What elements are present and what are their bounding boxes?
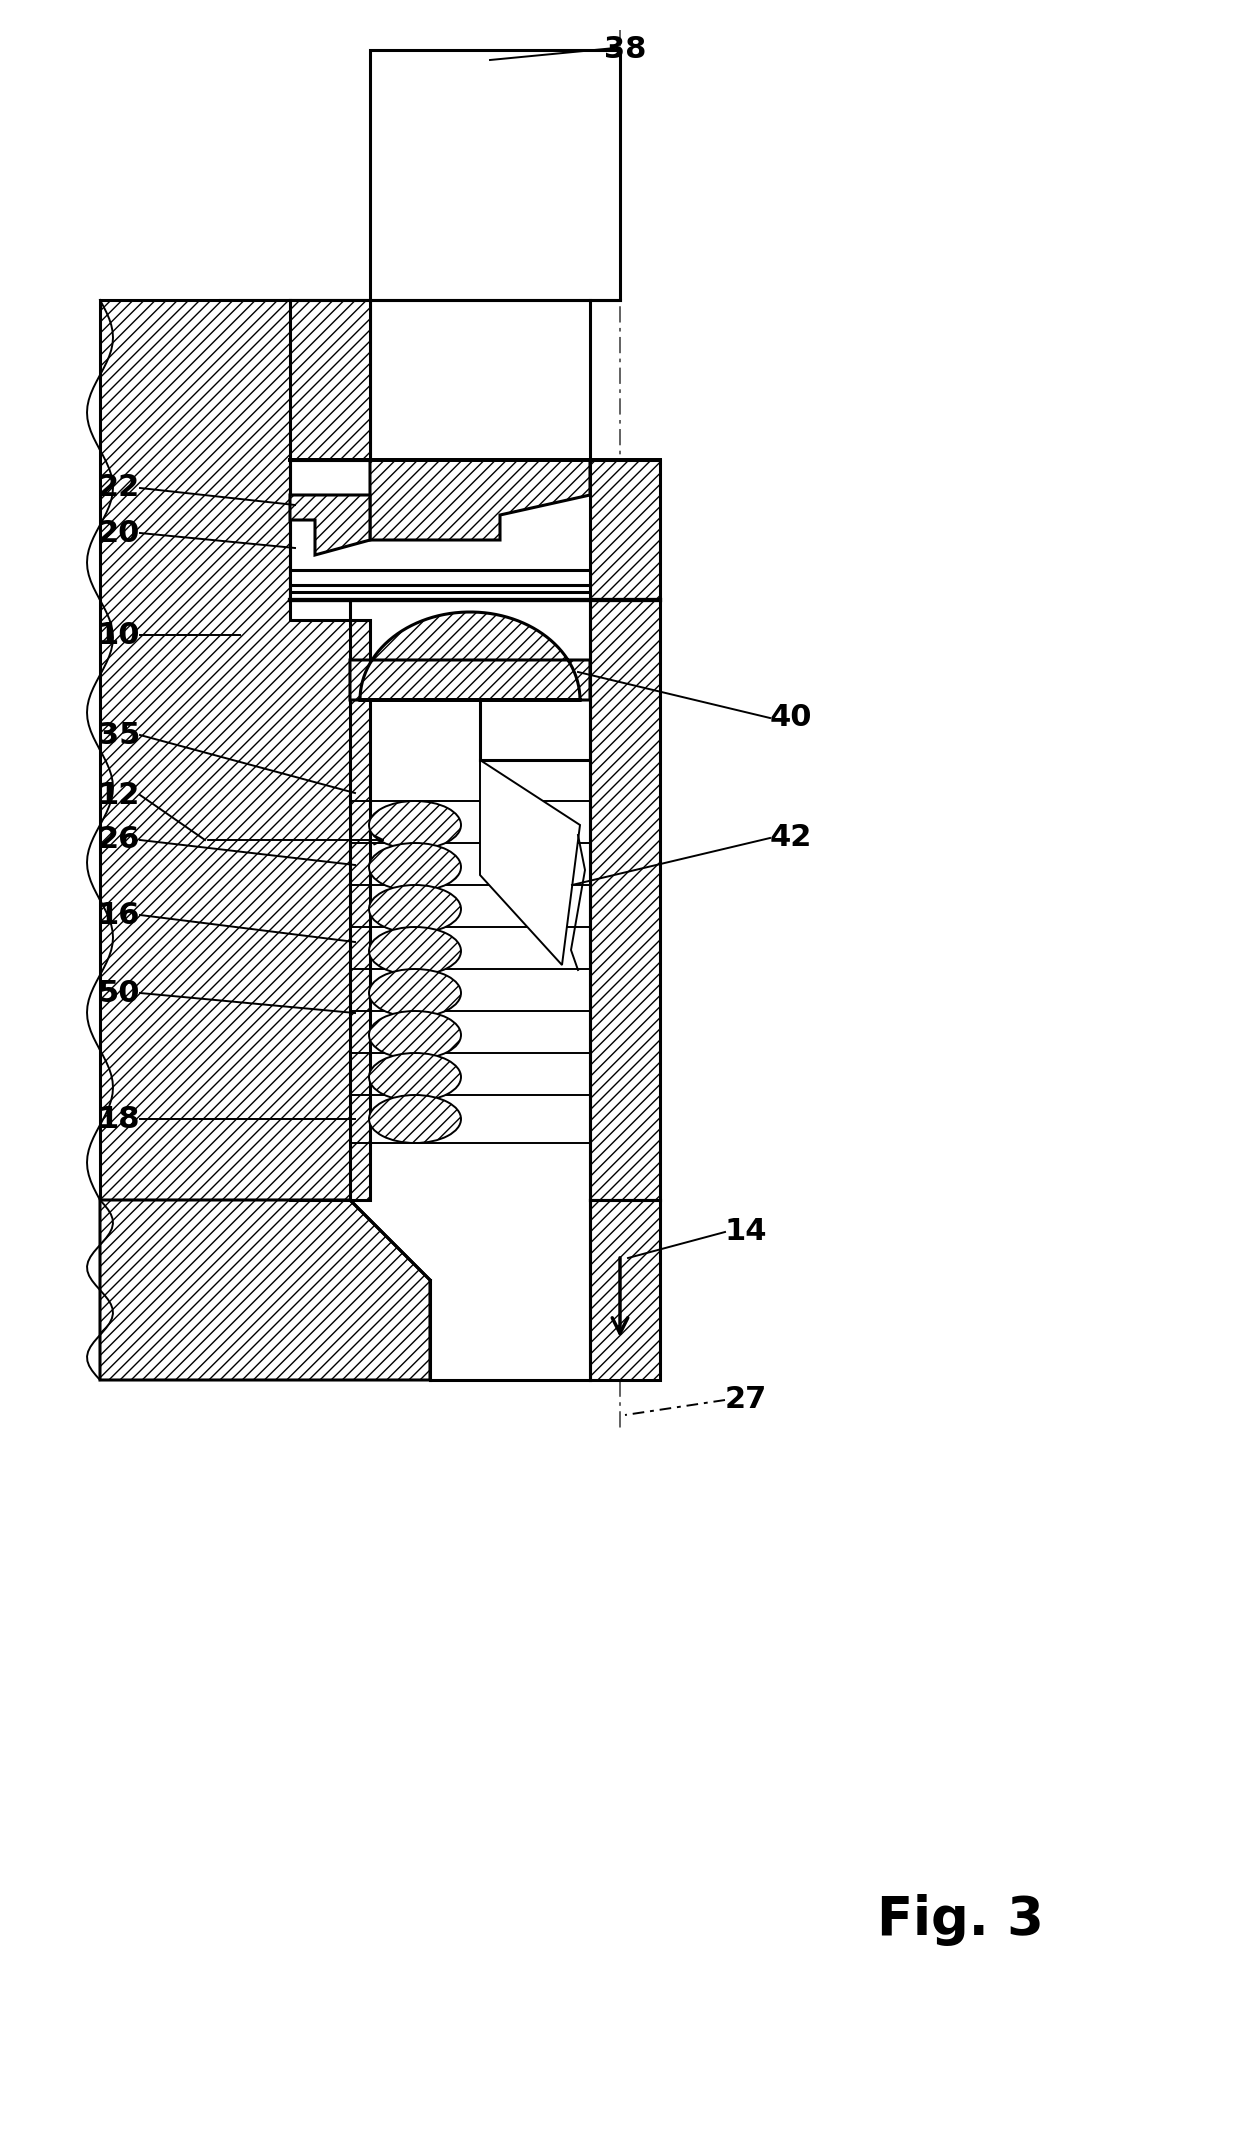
Ellipse shape (370, 1094, 461, 1143)
Text: 16: 16 (98, 900, 140, 930)
Polygon shape (480, 759, 580, 964)
Polygon shape (590, 461, 660, 1201)
Text: 35: 35 (98, 721, 140, 749)
Polygon shape (350, 612, 590, 700)
Text: 42: 42 (770, 823, 812, 853)
Bar (290, 570, 590, 584)
Text: 50: 50 (98, 979, 140, 1007)
Polygon shape (100, 301, 370, 1201)
Ellipse shape (370, 802, 461, 849)
Text: 20: 20 (98, 518, 140, 548)
Text: 14: 14 (725, 1218, 768, 1246)
Text: 27: 27 (725, 1386, 768, 1414)
Ellipse shape (370, 1011, 461, 1058)
Text: 40: 40 (770, 704, 812, 732)
Text: 10: 10 (98, 621, 140, 651)
Text: 18: 18 (98, 1105, 140, 1133)
Ellipse shape (370, 1054, 461, 1101)
Bar (290, 593, 590, 599)
Polygon shape (290, 495, 370, 555)
Polygon shape (590, 1201, 660, 1380)
Polygon shape (290, 461, 590, 540)
Text: 26: 26 (98, 825, 140, 855)
Text: 38: 38 (604, 34, 646, 64)
Text: Fig. 3: Fig. 3 (877, 1894, 1043, 1945)
Polygon shape (219, 301, 370, 461)
Ellipse shape (370, 885, 461, 932)
Polygon shape (100, 1201, 430, 1380)
Ellipse shape (370, 928, 461, 975)
Text: 22: 22 (98, 474, 140, 503)
Ellipse shape (370, 968, 461, 1017)
Bar (370, 49, 620, 301)
Ellipse shape (370, 843, 461, 892)
Text: 12: 12 (98, 781, 140, 811)
